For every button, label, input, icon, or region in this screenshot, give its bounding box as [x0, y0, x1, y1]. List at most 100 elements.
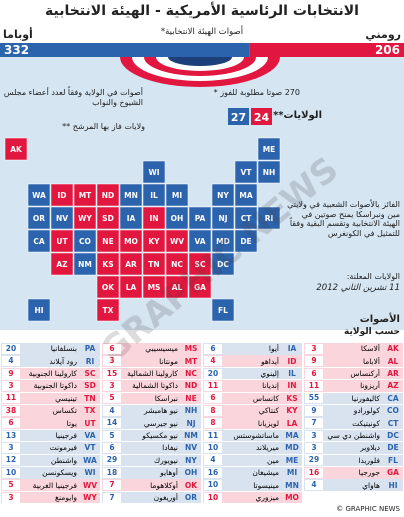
state-abbr: NV [184, 443, 198, 453]
table-row: MO ميزوري 10 [203, 491, 302, 504]
state-label: RI [265, 214, 274, 223]
state-votes: 10 [204, 480, 222, 491]
note: الفائز بالأصوات الشعبية في ولايتي مين ون… [287, 200, 400, 238]
state-abbr: PA [84, 344, 96, 354]
state-tile [142, 206, 166, 230]
state-abbr: LA [286, 418, 298, 428]
table-row: WV فرجينيا الغربية 5 [1, 479, 100, 491]
table-row: MA ماساتشوستس 11 [203, 429, 302, 442]
state-votes: 13 [2, 430, 20, 441]
state-label: MA [239, 191, 252, 200]
state-tile [142, 183, 166, 207]
state-name: أيداهو [260, 356, 279, 366]
state-votes: 3 [103, 380, 121, 391]
table-row: NE نبراسكا 5 [102, 392, 201, 405]
state-tile [96, 206, 120, 230]
state-name: نيفادا [162, 443, 178, 453]
state-label: ID [57, 191, 66, 200]
state-label: NM [78, 260, 92, 269]
vote-total: 206 [375, 43, 400, 57]
state-label: CO [79, 237, 91, 246]
date: 11 تشرين الثاني 2012 [316, 283, 400, 293]
candidate-name: أوباما [3, 28, 33, 41]
state-label: CT [241, 214, 253, 223]
bunting [120, 57, 280, 87]
state-name: أوهايو [160, 468, 178, 478]
table-row: OH أوهايو 18 [102, 467, 201, 479]
table-row: OR أوريغون 7 [102, 491, 201, 504]
state-label: WA [32, 191, 46, 200]
state-votes: 3 [103, 356, 121, 367]
state-votes: 3 [2, 380, 20, 391]
table-row: LA لويزيانا 8 [203, 417, 302, 429]
state-name: كنتاكي [258, 406, 279, 416]
table-row: IL إلينوي 20 [203, 367, 302, 380]
state-label: MO [124, 237, 138, 246]
states-box [228, 108, 249, 125]
table-row: NM نيو مكسيكو 5 [102, 429, 201, 442]
table-row: NV نيفادا 6 [102, 442, 201, 454]
state-abbr: DC [387, 431, 399, 441]
state-label: NV [56, 214, 68, 223]
state-label: WI [148, 168, 159, 177]
state-label: AZ [56, 260, 68, 269]
title: الانتخابات الرئاسية الأمريكية - الهيئة ا… [45, 3, 359, 19]
state-name: أوكلاهوما [150, 480, 178, 490]
state-tile [73, 229, 97, 253]
table-row: DC واشنطن دي سي 3 [304, 429, 403, 442]
state-votes: 15 [103, 368, 121, 379]
state-votes: 11 [204, 430, 222, 441]
state-votes: 14 [103, 418, 121, 429]
state-abbr: MT [184, 356, 198, 366]
state-label: MT [79, 191, 92, 200]
subtitle: أصوات الهيئة الانتخابية* [160, 27, 244, 37]
state-votes: 6 [204, 343, 222, 354]
state-label: AK [10, 145, 23, 154]
state-name: ويسكونسن [42, 468, 77, 478]
state-label: MI [172, 191, 182, 200]
state-name: وايومنغ [55, 493, 77, 503]
state-name: أريزونا [360, 381, 380, 391]
state-abbr: AK [387, 344, 399, 354]
state-tile [211, 183, 235, 207]
state-abbr: SD [84, 381, 96, 391]
state-abbr: MI [286, 468, 298, 478]
state-votes: 20 [2, 343, 20, 354]
state-label: NY [217, 191, 229, 200]
state-abbr: KY [286, 406, 298, 416]
state-abbr: AZ [387, 381, 399, 391]
state-abbr: AL [387, 356, 399, 366]
state-tile [165, 183, 189, 207]
state-abbr: OH [184, 468, 198, 478]
state-abbr: MS [184, 344, 198, 354]
table-row: CT كونيتيكت 7 [304, 417, 403, 429]
state-tile [211, 206, 235, 230]
state-label: CA [33, 237, 45, 246]
state-tile [50, 252, 74, 276]
state-tile [188, 229, 212, 253]
state-label: GA [194, 283, 206, 292]
state-abbr: NH [184, 406, 198, 416]
state-votes: 4 [305, 480, 323, 491]
table-row: NC كارولينا الشمالية 15 [102, 367, 201, 380]
state-label: DC [217, 260, 229, 269]
state-label: VA [194, 237, 205, 246]
state-name: كولورادو [353, 406, 380, 416]
table-row: RI رود آيلاند 4 [1, 355, 100, 367]
state-tile [165, 275, 189, 299]
state-label: AR [125, 260, 137, 269]
state-tile [27, 229, 51, 253]
state-abbr: CO [387, 406, 399, 416]
state-votes: 7 [103, 492, 121, 503]
state-abbr: IA [287, 344, 297, 354]
state-votes: 29 [103, 455, 121, 466]
state-tile [211, 252, 235, 276]
state-votes: 20 [204, 368, 222, 379]
state-label: SD [102, 214, 114, 223]
state-tile [119, 183, 143, 207]
state-votes: 38 [2, 405, 20, 416]
state-tile [119, 275, 143, 299]
state-abbr: NE [185, 393, 197, 403]
state-label: ND [102, 191, 115, 200]
